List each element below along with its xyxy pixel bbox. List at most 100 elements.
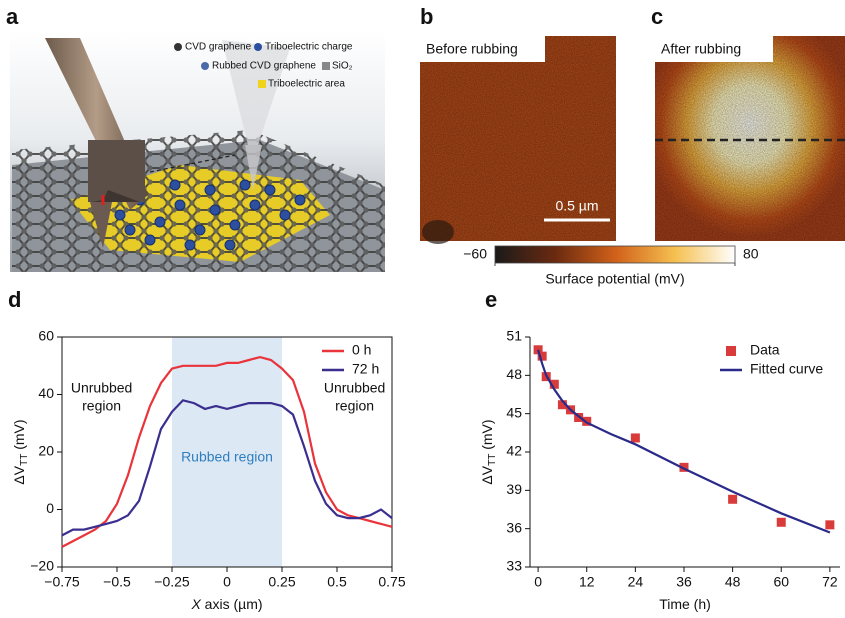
y-tick-label: 36 — [506, 519, 522, 535]
x-tick-label: 0.5 — [327, 574, 347, 590]
caption: Before rubbing — [426, 41, 518, 57]
y-tick-label: 60 — [38, 328, 54, 344]
legend-label: 72 h — [352, 361, 379, 377]
legend-label: 0 h — [352, 342, 371, 358]
y-axis-label-unit: (mV) — [479, 419, 495, 453]
charge — [155, 217, 165, 227]
x-tick-label: 12 — [579, 574, 595, 590]
charge — [145, 235, 155, 245]
charge — [295, 195, 305, 205]
data-point — [631, 433, 640, 442]
legend-label: SiO₂ — [332, 61, 353, 72]
annotation: region — [82, 397, 121, 413]
panel-label: d — [8, 287, 21, 312]
y-tick-label: 40 — [38, 385, 54, 401]
annotation: Unrubbed — [71, 379, 133, 395]
charge — [170, 180, 180, 190]
charge — [230, 220, 240, 230]
colorbar-tick-label: 80 — [743, 246, 759, 262]
y-tick-label: 39 — [506, 481, 522, 497]
charge — [115, 210, 125, 220]
charge — [125, 225, 135, 235]
map-noise — [655, 36, 845, 241]
y-tick-label: 48 — [506, 366, 522, 382]
x-axis-label: X axis (µm) — [190, 596, 262, 612]
colorbar-title: Surface potential (mV) — [545, 271, 684, 287]
panel-label: e — [485, 287, 497, 312]
legend-label: Triboelectric area — [268, 79, 345, 90]
y-axis-label-sub: TT — [487, 454, 498, 466]
charge — [240, 180, 250, 190]
legend-label: Fitted curve — [750, 361, 823, 377]
x-axis-label-part: axis (µm) — [201, 596, 263, 612]
charge — [210, 205, 220, 215]
x-tick-label: 60 — [773, 574, 789, 590]
annotation: region — [335, 397, 374, 413]
charge — [250, 200, 260, 210]
legend-icon — [174, 43, 182, 51]
y-tick-label: 42 — [506, 443, 522, 459]
panel-label: b — [420, 4, 433, 29]
x-tick-label: 0.75 — [378, 574, 405, 590]
scale-bar-label: 0.5 µm — [555, 198, 598, 214]
charge — [280, 210, 290, 220]
data-point — [777, 518, 786, 527]
y-axis-label-main: ΔV — [479, 465, 495, 484]
legend-icon — [254, 43, 262, 51]
colorbar-tick-label: −60 — [463, 246, 487, 262]
legend-label: Data — [750, 342, 780, 358]
panel-label: a — [6, 4, 19, 29]
x-tick-label: −0.5 — [103, 574, 131, 590]
legend-icon — [258, 80, 266, 88]
charge — [185, 240, 195, 250]
charge — [195, 225, 205, 235]
x-axis-label: Time (h) — [659, 596, 711, 612]
x-tick-label: 48 — [725, 574, 741, 590]
x-tick-label: 36 — [676, 574, 692, 590]
panel-a: CVD graphene Triboelectric charge Rubbed… — [6, 4, 385, 272]
x-tick-label: 0 — [534, 574, 542, 590]
x-tick-label: 24 — [628, 574, 644, 590]
legend-icon — [201, 62, 209, 70]
data-point — [825, 520, 834, 529]
legend-label: Rubbed CVD graphene — [212, 61, 316, 72]
y-axis-label: ΔVTT (mV) — [479, 419, 498, 484]
x-tick-label: 0.25 — [268, 574, 295, 590]
y-tick-label: 51 — [506, 328, 522, 344]
x-tick-label: 0 — [223, 574, 231, 590]
figure: CVD graphene Triboelectric charge Rubbed… — [0, 0, 845, 618]
y-axis-label-main: ΔV — [11, 465, 27, 484]
colorbar: Surface potential (mV) — [495, 246, 735, 287]
x-tick-label: −0.75 — [44, 574, 80, 590]
legend-swatch — [726, 346, 736, 356]
y-axis-label-sub: TT — [19, 454, 30, 466]
colorbar-gradient — [495, 246, 735, 263]
y-tick-label: −20 — [30, 558, 54, 574]
legend-label: CVD graphene — [185, 42, 252, 53]
panel-b: Before rubbing 0.5 µm b — [420, 4, 616, 244]
legend-label: Triboelectric charge — [265, 42, 353, 53]
caption: After rubbing — [661, 41, 741, 57]
region-label: Rubbed region — [181, 448, 273, 464]
panel-label: c — [651, 4, 663, 29]
annotation: Unrubbed — [324, 379, 386, 395]
x-tick-label: −0.25 — [154, 574, 190, 590]
charge — [225, 240, 235, 250]
x-axis-label-part: X — [190, 596, 201, 612]
y-axis-label: ΔVTT (mV) — [11, 419, 30, 484]
legend-icon — [322, 62, 330, 70]
y-axis-label-unit: (mV) — [11, 419, 27, 453]
y-tick-label: 45 — [506, 404, 522, 420]
series-line — [538, 350, 830, 533]
y-tick-label: 0 — [46, 500, 54, 516]
charge — [205, 185, 215, 195]
y-tick-label: 33 — [506, 558, 522, 574]
x-tick-label: 72 — [822, 574, 838, 590]
charge — [265, 185, 275, 195]
x-axis-label-part: Time (h) — [659, 596, 711, 612]
dark-spot — [422, 220, 454, 244]
cantilever-body — [88, 140, 145, 202]
charge — [175, 200, 185, 210]
panel-c: After rubbing c — [651, 4, 845, 241]
y-tick-label: 20 — [38, 443, 54, 459]
